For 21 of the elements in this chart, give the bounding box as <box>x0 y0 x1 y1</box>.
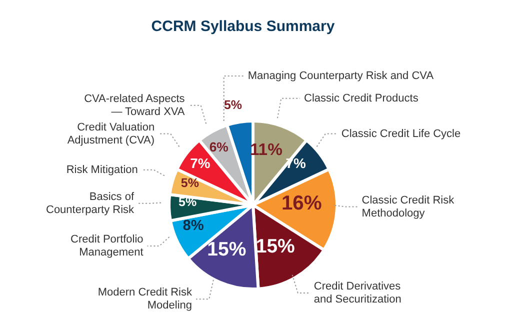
slice-label: Basics of Counterparty Risk <box>46 190 135 216</box>
slice-label: Credit Derivatives and Securitization <box>314 280 402 306</box>
slice-label: Classic Credit Risk Methodology <box>362 194 455 220</box>
data-label: 5% <box>180 176 199 190</box>
data-label: 16% <box>281 192 322 214</box>
data-label: 8% <box>182 218 204 234</box>
slice-label: Classic Credit Products <box>304 92 419 104</box>
data-label: 15% <box>207 238 246 260</box>
slice-label: Modern Credit Risk Modeling <box>98 286 192 312</box>
slice-label: Credit Valuation Adjustment (CVA) <box>67 121 155 146</box>
slice-label: Classic Credit Life Cycle <box>341 128 461 140</box>
data-label: 6% <box>209 140 229 154</box>
slice-label: CVA-related Aspects — Toward XVA <box>84 92 186 118</box>
slice-label: Credit Portfolio Management <box>70 233 144 258</box>
slice-label: Risk Mitigation <box>66 164 138 176</box>
slice-label: Managing Counterparty Risk and CVA <box>248 70 434 82</box>
data-label: 15% <box>256 235 295 258</box>
chart-title: CCRM Syllabus Summary <box>150 18 336 35</box>
data-label: 7% <box>190 154 210 171</box>
data-label: 5% <box>178 194 197 209</box>
data-label: 5% <box>224 98 242 112</box>
